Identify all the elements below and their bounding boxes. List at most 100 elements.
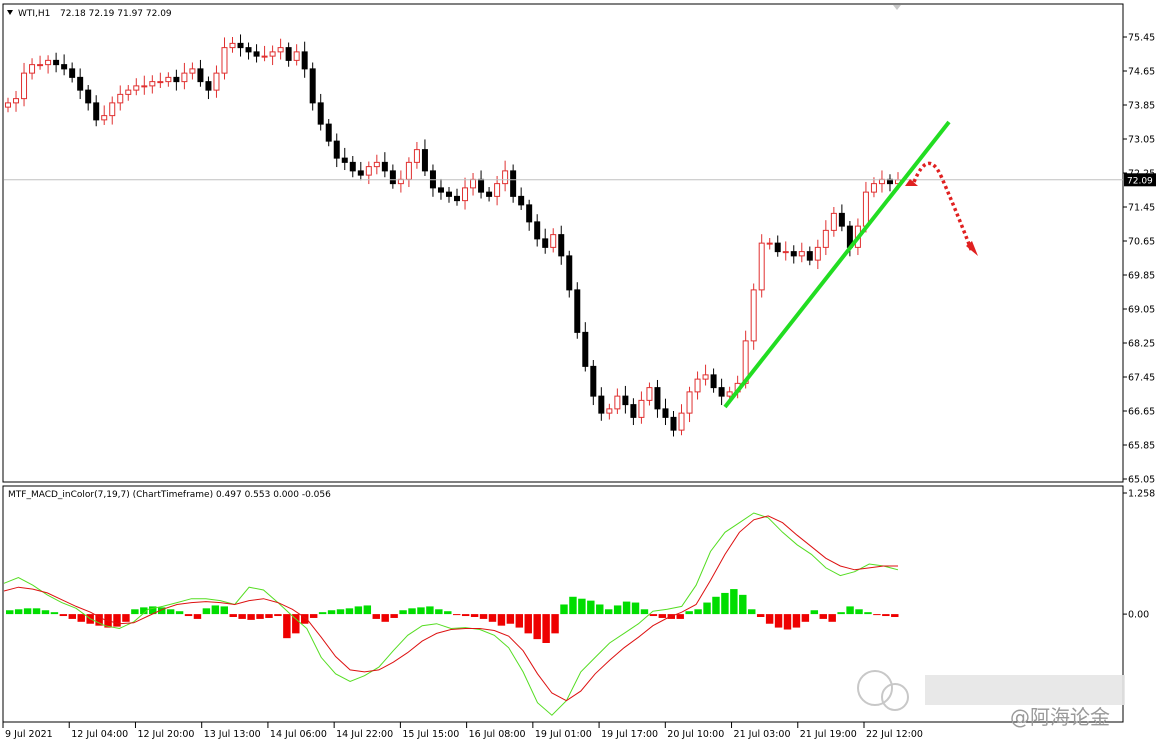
time-tick-label: 15 Jul 15:00: [402, 729, 459, 740]
time-tick-label: 12 Jul 20:00: [137, 729, 194, 740]
histogram-bar: [631, 602, 640, 615]
histogram-bar: [166, 609, 175, 615]
histogram-bar: [6, 610, 14, 615]
histogram-bar: [453, 614, 461, 616]
candle-body: [726, 391, 733, 397]
candle-body: [830, 212, 837, 231]
histogram-bar: [202, 608, 211, 615]
histogram-bar: [891, 614, 899, 617]
candle-body: [814, 246, 821, 261]
price-tick-label: 65.05: [1128, 475, 1155, 486]
candle-body: [694, 378, 701, 393]
candle-body: [53, 59, 60, 66]
candle-body: [141, 85, 148, 88]
time-tick-label: 21 Jul 03:00: [734, 729, 791, 740]
histogram-bar: [292, 614, 300, 634]
candle-body: [758, 242, 765, 291]
candle-body: [590, 365, 597, 397]
histogram-bar: [882, 614, 890, 617]
candle-body: [630, 404, 637, 418]
price-tick-label: 75.45: [1128, 33, 1155, 44]
candle-body: [253, 51, 260, 57]
candle-body: [61, 64, 68, 70]
histogram-bar: [560, 604, 568, 615]
candle-body: [77, 76, 84, 91]
time-tick-label: 19 Jul 01:00: [535, 729, 592, 740]
candle-body: [333, 140, 340, 159]
histogram-bar: [318, 612, 327, 615]
trendline: [723, 120, 951, 409]
candle-body: [782, 251, 789, 254]
histogram-bar: [864, 612, 872, 615]
candle-body: [133, 85, 140, 91]
candle-body: [189, 68, 196, 74]
price-axis: 75.4574.6573.8573.0572.2571.4570.6569.85…: [1123, 33, 1155, 486]
histogram-bar: [774, 614, 783, 628]
histogram-bar: [23, 608, 32, 615]
candle-body: [622, 395, 629, 406]
price-tick-label: 69.85: [1128, 271, 1155, 282]
watermark: @阿海论金: [857, 670, 1125, 729]
histogram-bar: [596, 604, 604, 615]
candle-body: [662, 408, 669, 418]
candle-body: [213, 72, 220, 91]
candle-body: [774, 242, 781, 253]
candle-body: [101, 115, 108, 121]
candle-body: [486, 191, 493, 197]
shift-marker-icon[interactable]: [893, 5, 901, 10]
histogram-bar: [756, 614, 765, 617]
candle-body: [542, 238, 549, 248]
histogram-bar: [309, 614, 318, 618]
price-tick-label: 73.85: [1128, 101, 1155, 112]
histogram-bar: [739, 594, 747, 615]
histogram-bar: [211, 605, 220, 615]
histogram-bar: [604, 609, 613, 615]
histogram-bar: [685, 611, 693, 615]
watermark-text: @阿海论金: [1010, 705, 1110, 729]
blurred-region: [925, 675, 1125, 705]
candle-body: [558, 234, 565, 257]
histogram-bar: [479, 614, 488, 619]
candle-body: [85, 89, 92, 104]
price-tick-label: 70.65: [1128, 237, 1155, 248]
time-tick-label: 14 Jul 22:00: [336, 729, 393, 740]
histogram-bar: [837, 612, 845, 615]
candle-body: [173, 76, 180, 83]
histogram-bar: [274, 614, 282, 617]
candle-body: [373, 161, 380, 168]
price-tick-label: 66.65: [1128, 407, 1155, 418]
candle-body: [149, 81, 156, 87]
candle-body: [454, 195, 461, 202]
histogram-bar: [77, 614, 85, 622]
triangle-down-icon[interactable]: [7, 10, 13, 15]
indicator-label: MTF_MACD_inColor(7,19,7) (ChartTimeframe…: [8, 490, 331, 500]
time-tick-label: 20 Jul 10:00: [667, 729, 724, 740]
candle-body: [117, 93, 124, 104]
macd-line: [3, 512, 899, 716]
candle-body: [574, 289, 581, 333]
time-tick-label: 13 Jul 13:00: [204, 729, 261, 740]
current-price-label: 72.09: [1127, 176, 1153, 186]
candle-body: [518, 195, 525, 206]
histogram-bar: [283, 614, 291, 639]
histogram-bar: [801, 614, 810, 622]
candle-body: [165, 76, 172, 83]
histogram-bar: [828, 614, 836, 622]
histogram-bar: [613, 605, 622, 615]
chat-logo-icon-small: [881, 683, 909, 711]
histogram-bar: [578, 598, 586, 615]
candle-body: [421, 149, 428, 172]
histogram-bar: [551, 614, 559, 634]
candle-body: [157, 81, 164, 84]
histogram-bar: [694, 609, 702, 615]
time-tick-label: 21 Jul 19:00: [800, 729, 857, 740]
candle-body: [285, 47, 292, 61]
candle-body: [718, 387, 725, 397]
candle-body: [550, 234, 557, 248]
candle-body: [93, 102, 100, 121]
candle-body: [614, 395, 621, 410]
histogram-bar: [345, 608, 354, 615]
histogram-bar: [336, 609, 345, 615]
price-tick-label: 69.05: [1128, 305, 1155, 316]
